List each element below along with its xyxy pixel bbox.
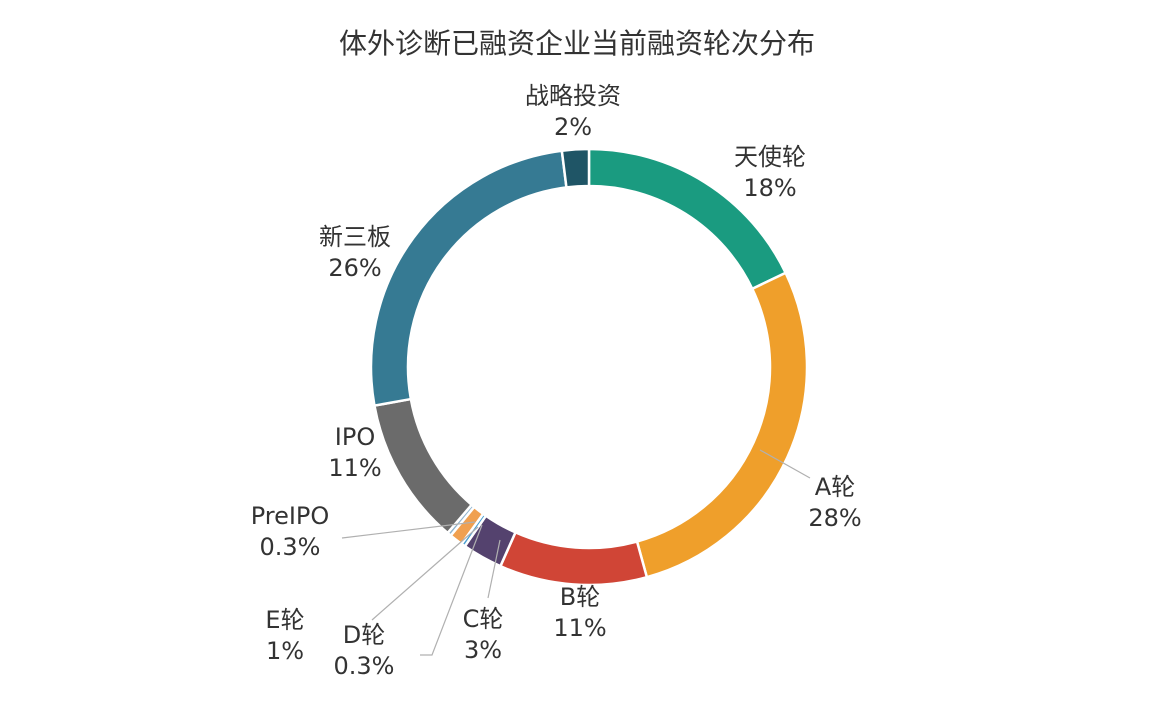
slice-label-6: PreIPO (251, 502, 330, 530)
leader-line-5 (420, 524, 483, 656)
slice-label-1: A轮 (815, 473, 855, 501)
chart-title: 体外诊断已融资企业当前融资轮次分布 (338, 27, 815, 60)
slice-label-4: D轮 (343, 621, 385, 649)
slice-2 (498, 530, 649, 587)
slice-value-label-4: 0.3% (334, 652, 395, 680)
slice-value-label-8: 26% (328, 254, 381, 282)
leader-lines-group (341, 449, 811, 656)
slice-value-label-1: 28% (808, 504, 861, 532)
slice-8 (369, 149, 568, 408)
leader-line-3 (487, 539, 501, 599)
slice-label-0: 天使轮 (734, 143, 806, 171)
slice-label-8: 新三板 (319, 223, 391, 251)
slice-value-label-6: 0.3% (260, 533, 321, 561)
leader-line-6 (341, 521, 476, 539)
slice-label-7: IPO (335, 423, 375, 451)
slice-9 (560, 147, 591, 189)
leader-line-1 (759, 449, 811, 479)
leader-line-4 (371, 526, 479, 621)
slice-value-label-0: 18% (743, 174, 796, 202)
slice-7 (372, 397, 474, 535)
slice-label-5: E轮 (265, 606, 304, 634)
slice-value-label-9: 2% (554, 113, 592, 141)
slice-value-label-5: 1% (266, 637, 304, 665)
slices-group (369, 147, 809, 587)
slice-label-9: 战略投资 (525, 82, 621, 110)
slice-value-label-7: 11% (328, 454, 381, 482)
labels-group: 天使轮 18% A轮 28% B轮 11% C轮 3% D轮 0.3% E轮 1% PreIPO 0.3%… (251, 82, 862, 680)
slice-label-3: C轮 (463, 605, 504, 633)
slice-1 (635, 271, 809, 579)
slice-value-label-3: 3% (464, 636, 502, 664)
slice-label-2: B轮 (560, 583, 600, 611)
slice-value-label-2: 11% (553, 614, 606, 642)
